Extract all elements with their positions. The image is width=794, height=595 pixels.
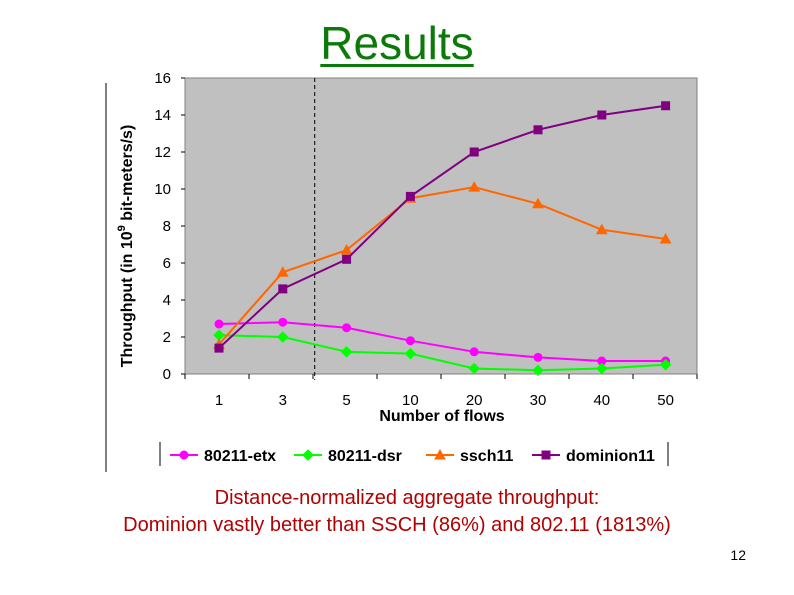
data-point: [214, 343, 224, 353]
slide-title: Results: [320, 17, 474, 69]
x-tick-label: 1: [215, 392, 223, 409]
data-point: [595, 223, 608, 235]
y-axis-label: Throughput (in 109 bit-meters/s): [116, 125, 136, 368]
legend: 80211-etx 80211-dsr ssch11 dominion11: [159, 442, 669, 466]
data-point: [340, 244, 353, 255]
data-point: [214, 319, 224, 329]
x-tick-label: 5: [342, 392, 350, 409]
legend-marker: [434, 448, 446, 460]
legend-marker: [302, 449, 314, 461]
data-point: [533, 352, 543, 362]
y-tick-label: 0: [163, 366, 171, 383]
data-point: [532, 364, 544, 377]
x-tick-label: 30: [530, 392, 547, 409]
data-point: [405, 336, 415, 346]
legend-item: 80211-etx: [170, 448, 276, 465]
y-tick-label: 10: [154, 181, 171, 198]
legend-item: 80211-dsr: [294, 448, 402, 465]
legend-label: 80211-etx: [204, 448, 276, 465]
legend-marker: [541, 450, 551, 460]
caption-line-1: Distance-normalized aggregate throughput…: [214, 487, 600, 509]
data-point: [533, 125, 543, 135]
y-tick-label: 14: [154, 107, 171, 124]
caption-line-2: Dominion vastly better than SSCH (86%) a…: [123, 514, 671, 536]
data-point: [276, 266, 289, 277]
data-point: [469, 147, 479, 157]
legend-label: 80211-dsr: [328, 448, 402, 465]
x-tick-label: 10: [402, 392, 419, 409]
plot-area: [184, 77, 698, 375]
data-point: [597, 110, 607, 120]
series-line: [218, 334, 666, 372]
data-point: [340, 346, 353, 358]
data-point: [405, 191, 415, 201]
data-point: [659, 359, 672, 371]
data-point: [532, 197, 544, 209]
legend-label: ssch11: [460, 448, 513, 465]
data-point: [404, 347, 417, 360]
data-point: [277, 331, 289, 343]
series-group: [213, 101, 672, 377]
legend-label: dominion11: [566, 448, 655, 465]
y-tick-label: 8: [163, 218, 171, 235]
x-tick-label: 3: [279, 392, 287, 409]
page-number: 12: [730, 547, 746, 563]
legend-marker: [179, 450, 189, 460]
y-tick-label: 6: [163, 255, 171, 272]
data-point: [342, 323, 352, 333]
data-point: [342, 254, 352, 264]
x-tick-label: 20: [466, 392, 483, 409]
y-tick-label: 12: [154, 144, 171, 161]
x-tick-label: 50: [657, 392, 674, 409]
x-axis-label: Number of flows: [379, 408, 504, 425]
y-tick-label: 2: [163, 329, 171, 346]
data-point: [661, 101, 671, 111]
data-point: [278, 317, 288, 327]
x-tick-label: 40: [593, 392, 610, 409]
y-tick-label: 4: [163, 292, 171, 309]
legend-item: dominion11: [532, 448, 655, 465]
y-axis: 0 2 4 6 8 10 12 14 16: [154, 70, 185, 383]
legend-item: ssch11: [426, 448, 513, 465]
data-point: [278, 284, 288, 294]
series-dominion11: [214, 101, 671, 353]
series-line: [218, 104, 666, 349]
series-80211-dsr: [213, 329, 672, 377]
data-point: [469, 347, 479, 357]
x-axis: 1 3 5 10 20 30 40 50: [184, 374, 698, 409]
series-line: [218, 321, 666, 363]
series-line: [218, 186, 666, 346]
data-point: [468, 181, 481, 192]
y-tick-label: 16: [154, 70, 171, 87]
data-point: [468, 362, 480, 375]
data-point: [596, 362, 608, 375]
data-point: [659, 232, 672, 244]
